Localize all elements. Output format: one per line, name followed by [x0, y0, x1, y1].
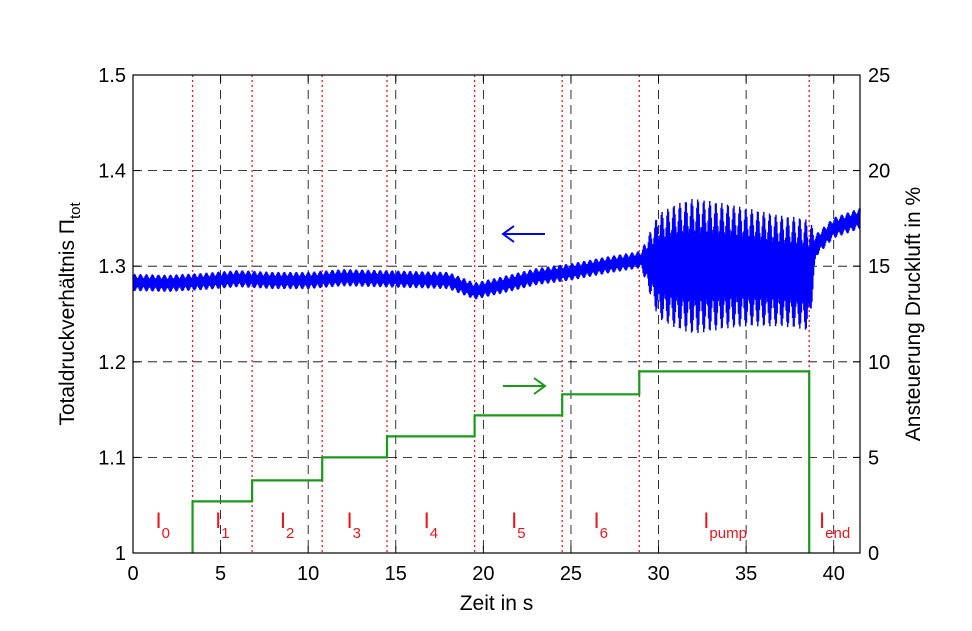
x-tick-label: 25 — [560, 563, 582, 585]
interval-label: Ipump — [703, 508, 747, 542]
interval-label-main: I — [593, 508, 599, 533]
interval-label-main: I — [215, 508, 221, 533]
x-axis-label: Zeit in s — [460, 592, 534, 615]
y-right-tick-label: 20 — [868, 161, 890, 183]
interval-label-sub: 5 — [517, 525, 525, 542]
x-tick-label: 35 — [735, 563, 757, 585]
x-tick-label: 40 — [823, 563, 845, 585]
interval-label: Iend — [819, 508, 850, 542]
interval-label-sub: pump — [709, 525, 747, 542]
interval-label-sub: end — [825, 525, 850, 542]
interval-label-main: I — [424, 508, 430, 533]
interval-label: I0 — [156, 508, 170, 542]
y-axis-left-label-sub: tot — [67, 202, 84, 220]
y-right-tick-label: 15 — [868, 256, 890, 278]
y-left-tick-label: 1.4 — [98, 161, 126, 183]
interval-label-sub: 3 — [353, 525, 361, 542]
series-pressure-ratio-line — [132, 198, 861, 334]
y-axis-left-label-main: Totaldruckverhältnis Π — [56, 219, 79, 426]
right-axis-arrow-icon — [503, 377, 547, 395]
x-tick-label: 0 — [127, 563, 138, 585]
x-tick-label: 5 — [215, 563, 226, 585]
y-right-tick-label: 5 — [868, 447, 879, 469]
interval-label-sub: 4 — [430, 525, 438, 542]
y-right-tick-label: 25 — [868, 65, 890, 87]
series — [132, 198, 861, 553]
left-axis-arrow-icon — [501, 225, 545, 243]
plot-frame — [132, 74, 861, 554]
interval-label-main: I — [819, 508, 825, 533]
y-axis-left-label: Totaldruckverhältnis Πtot — [56, 202, 84, 426]
x-tick-label: 20 — [472, 563, 494, 585]
y-left-tick-label: 1.3 — [98, 256, 126, 278]
interval-label: I2 — [280, 508, 294, 542]
y-left-tick-label: 1.5 — [98, 65, 126, 87]
interval-label-sub: 2 — [286, 525, 294, 542]
series-arrows — [501, 225, 547, 395]
y-left-tick-label: 1 — [115, 543, 126, 565]
y-left-tick-label: 1.1 — [98, 447, 126, 469]
interval-label: I3 — [346, 508, 360, 542]
interval-label-main: I — [511, 508, 517, 533]
interval-label-sub: 1 — [221, 525, 229, 542]
interval-label-sub: 6 — [600, 525, 608, 542]
interval-label-main: I — [156, 508, 162, 533]
interval-label: I1 — [215, 508, 229, 542]
y-right-tick-label: 0 — [868, 543, 879, 565]
left-axis-arrow-icon-head — [501, 225, 515, 243]
interval-label-main: I — [703, 508, 709, 533]
interval-label: I5 — [511, 508, 525, 542]
interval-label-sub: 0 — [162, 525, 170, 542]
interval-label-main: I — [280, 508, 286, 533]
axis-ticks: 0 5 10 15 20 25 30 35 4011.11.21.31.41.505101520… — [98, 65, 890, 585]
interval-label: I4 — [424, 508, 438, 542]
interval-label-main: I — [346, 508, 352, 533]
y-right-tick-label: 10 — [868, 352, 890, 374]
x-tick-label: 30 — [647, 563, 669, 585]
x-tick-label: 15 — [385, 563, 407, 585]
y-left-tick-label: 1.2 — [98, 352, 126, 374]
y-axis-right-label: Ansteuerung Druckluft in % — [902, 187, 925, 441]
series-compressed-air-line — [191, 370, 811, 553]
right-axis-arrow-icon-head — [533, 377, 547, 395]
interval-label: I6 — [593, 508, 607, 542]
grid — [133, 75, 860, 553]
x-tick-label: 10 — [297, 563, 319, 585]
